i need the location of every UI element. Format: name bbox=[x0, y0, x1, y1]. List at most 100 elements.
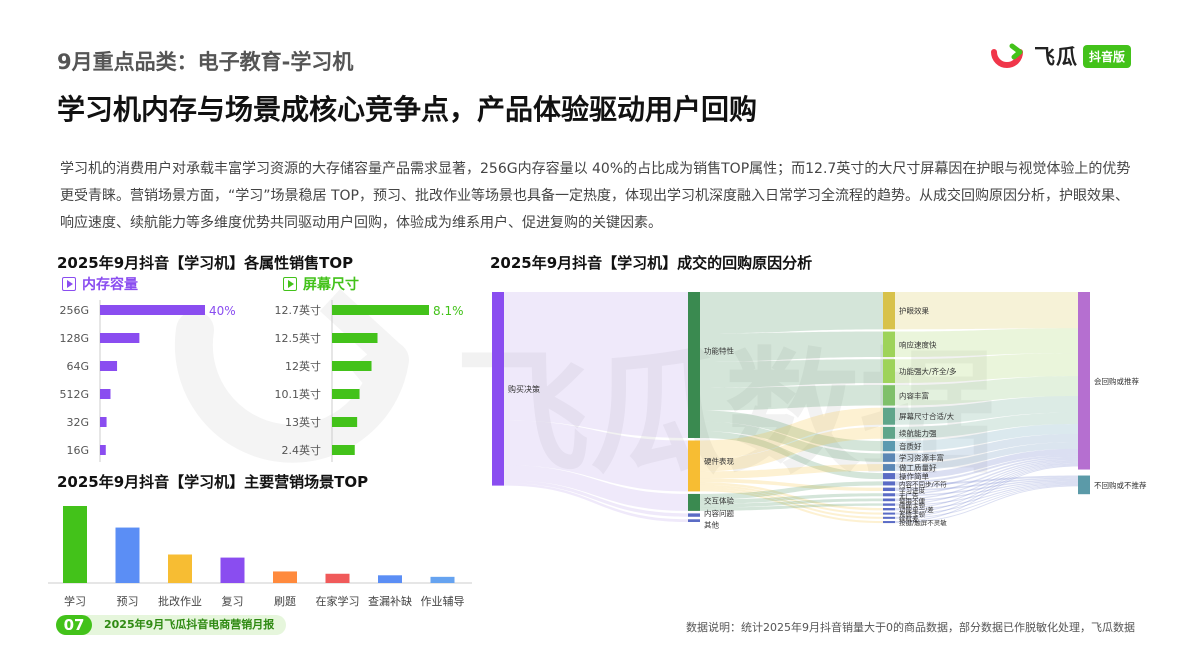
tick-label: 预习 bbox=[117, 595, 139, 608]
bar bbox=[168, 554, 192, 583]
sankey-label: 系统卡顿 bbox=[899, 510, 926, 519]
feigua-logo-icon bbox=[991, 43, 1023, 68]
page-kicker: 9月重点品类：电子教育-学习机 bbox=[57, 50, 354, 74]
sankey-label: 响应速度快 bbox=[899, 339, 937, 349]
data-label: 40% bbox=[209, 304, 236, 318]
sankey-link bbox=[504, 480, 688, 517]
sankey-node bbox=[688, 292, 700, 438]
tick-label: 复习 bbox=[222, 594, 244, 608]
bar bbox=[332, 305, 429, 315]
tick-label: 查漏补缺 bbox=[368, 594, 412, 608]
tick-label: 作业辅导 bbox=[421, 594, 465, 608]
scene-bar-chart: 学习 预习 批改作业 复习 刷题 在家学习 查漏补缺 作业辅导 bbox=[48, 506, 472, 608]
bar bbox=[378, 575, 402, 583]
sankey-link bbox=[895, 464, 1078, 518]
sankey-link bbox=[895, 292, 1078, 330]
sankey-node bbox=[883, 473, 895, 480]
sankey-link bbox=[700, 481, 883, 500]
sankey-label: 学习资源丰富 bbox=[899, 453, 944, 463]
tick-label: 刷题 bbox=[274, 595, 296, 608]
sankey-label: 使用不便 bbox=[899, 496, 926, 505]
screen-subtitle-text: 屏幕尺寸 bbox=[303, 277, 359, 293]
sankey-label: 画面卡顿 bbox=[899, 501, 926, 510]
bar bbox=[325, 573, 350, 583]
bar bbox=[115, 527, 140, 583]
sankey-link bbox=[895, 480, 1078, 502]
sankey-link bbox=[700, 484, 883, 515]
sankey-link bbox=[895, 482, 1078, 511]
sankey-label: 续航能力强 bbox=[899, 428, 937, 438]
sankey-node bbox=[1078, 292, 1090, 470]
page-title: 学习机内存与场景成核心竞争点，产品体验驱动用户回购 bbox=[57, 93, 758, 126]
page-description: 学习机的消费用户对承载丰富学习资源的大存储容量产品需求显著，256G内存容量以 … bbox=[60, 161, 1131, 231]
sankey-link bbox=[700, 482, 883, 511]
sankey-label: 购买决策 bbox=[508, 384, 540, 394]
sankey-label: 护眼效果 bbox=[899, 306, 929, 316]
sankey-label: 不回购或不推荐 bbox=[1094, 480, 1147, 490]
memory-subtitle: 内存容量 bbox=[62, 274, 138, 294]
sankey-label: 会回购或推荐 bbox=[1094, 376, 1139, 386]
screen-subtitle: 屏幕尺寸 bbox=[283, 274, 359, 294]
tick-label: 16G bbox=[66, 444, 89, 457]
sankey-label: 功能强大/齐全/多 bbox=[899, 366, 957, 376]
sankey-node bbox=[883, 516, 895, 519]
sankey-link bbox=[895, 462, 1078, 510]
bar bbox=[100, 389, 111, 399]
bar bbox=[332, 333, 378, 343]
sankey-node bbox=[883, 426, 895, 439]
sankey-title: 2025年9月抖音【学习机】成交的回购原因分析 bbox=[490, 254, 813, 272]
sankey-label: 操作简单 bbox=[899, 471, 929, 481]
sankey-link bbox=[700, 498, 883, 508]
sankey-node bbox=[883, 453, 895, 462]
sankey-label: 按键/触屏不灵敏 bbox=[899, 518, 947, 527]
bar bbox=[332, 417, 358, 427]
report-name: 2025年9月飞瓜抖音电商营销月报 bbox=[84, 615, 287, 635]
sankey-node bbox=[688, 440, 700, 492]
sankey-link bbox=[700, 489, 883, 524]
page-number: 07 bbox=[56, 615, 92, 635]
sankey-label: 内容丰富 bbox=[899, 390, 929, 400]
tick-label: 128G bbox=[59, 332, 89, 345]
sankey-link bbox=[895, 485, 1078, 524]
sankey-label: 内容不同步/不符 bbox=[899, 479, 947, 488]
sankey-label: 硬件表现 bbox=[704, 456, 734, 466]
sankey-link bbox=[895, 412, 1078, 439]
sankey-link bbox=[700, 385, 883, 411]
sankey-link bbox=[895, 456, 1078, 490]
bar bbox=[100, 361, 118, 371]
sankey-link bbox=[895, 475, 1078, 486]
sankey-link bbox=[895, 461, 1078, 505]
sankey-label: 屏幕尺寸合适/大 bbox=[899, 411, 955, 421]
sankey-label: 其他 bbox=[704, 520, 719, 530]
sankey-label: 内容问题 bbox=[704, 508, 734, 518]
sankey-label: 学习进度 bbox=[899, 485, 926, 494]
memory-subtitle-text: 内存容量 bbox=[82, 277, 138, 293]
sankey-link bbox=[895, 353, 1078, 383]
sankey-link bbox=[895, 395, 1078, 425]
sankey-link bbox=[504, 420, 688, 492]
screen-bar-chart: 12.7英寸 8.1% 12.5英寸 12英寸 10.1英寸 13英寸 2.4英寸 bbox=[275, 300, 464, 462]
sankey-node bbox=[688, 493, 700, 511]
sankey-label: 续航差 bbox=[899, 514, 919, 523]
sankey-link bbox=[895, 458, 1078, 495]
sankey-node bbox=[883, 385, 895, 406]
tick-label: 32G bbox=[66, 416, 89, 429]
sankey-link bbox=[700, 410, 883, 452]
sankey-link bbox=[895, 433, 1078, 462]
tick-label: 10.1英寸 bbox=[275, 387, 322, 401]
sankey-link bbox=[700, 292, 883, 334]
sankey-node bbox=[883, 493, 895, 497]
sankey-link bbox=[895, 328, 1078, 358]
sankey-link bbox=[700, 407, 883, 459]
sankey-label: 功能单一/差 bbox=[899, 505, 934, 514]
sankey-node bbox=[883, 521, 895, 524]
sankey-node bbox=[883, 503, 895, 506]
sankey-link bbox=[700, 431, 883, 480]
brand-name: 飞瓜 bbox=[1034, 45, 1078, 69]
data-note: 数据说明：统计2025年9月抖音销量大于0的商品数据，部分数据已作脱敏化处理，飞… bbox=[686, 621, 1135, 634]
sankey-link bbox=[504, 292, 688, 438]
sankey-link bbox=[700, 487, 883, 519]
bar bbox=[220, 557, 245, 583]
